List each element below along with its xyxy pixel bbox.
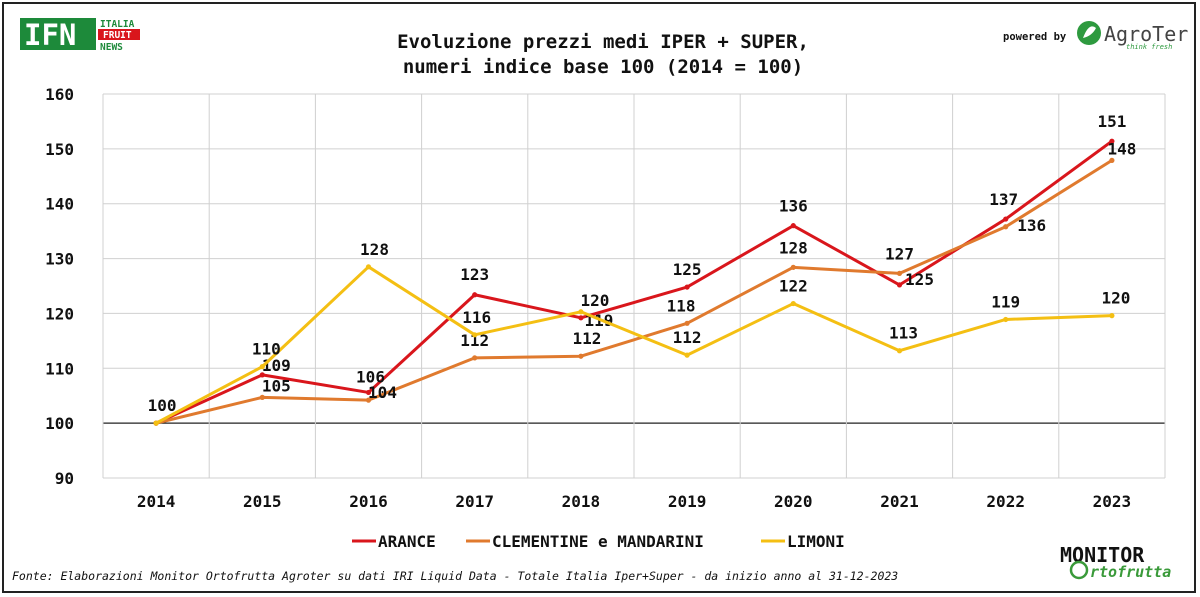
data-label-clementine-e-mandarini: 112 <box>572 329 601 348</box>
chart-subtitle: numeri indice base 100 (2014 = 100) <box>403 56 803 78</box>
data-label-arance: 136 <box>779 197 808 216</box>
data-point-clementine-e-mandarini <box>259 394 265 400</box>
series-line-limoni <box>155 265 1112 425</box>
monitor-ortofrutta-logo: MONITOR rtofrutta <box>1060 543 1171 581</box>
x-tick-label: 2018 <box>562 492 601 511</box>
chart-svg: IFN ITALIA FRUIT NEWS Evoluzione prezzi … <box>12 18 1188 583</box>
data-point-arance <box>259 372 265 378</box>
powered-by-text: powered by <box>1003 31 1067 43</box>
data-label-arance: 151 <box>1097 112 1126 131</box>
data-point-limoni <box>153 420 159 426</box>
data-label-arance: 109 <box>262 356 291 375</box>
data-point-clementine-e-mandarini <box>578 353 584 359</box>
data-point-limoni <box>684 352 690 358</box>
y-tick-label: 100 <box>45 414 74 433</box>
data-label-arance: 125 <box>905 270 934 289</box>
y-tick-label: 130 <box>45 250 74 269</box>
data-label-limoni: 116 <box>462 308 491 327</box>
data-label-clementine-e-mandarini: 128 <box>779 238 808 257</box>
data-label-limoni: 128 <box>360 240 389 259</box>
x-tick-label: 2016 <box>349 492 388 511</box>
data-label-limoni: 100 <box>148 396 177 415</box>
data-label-clementine-e-mandarini: 105 <box>262 376 291 395</box>
series-line-clementine-e-mandarini <box>155 159 1113 425</box>
data-point-arance <box>472 292 478 298</box>
ifn-logo: IFN ITALIA FRUIT NEWS <box>20 18 140 53</box>
agroter-tagline: think fresh <box>1126 43 1172 51</box>
ifn-logo-text: IFN <box>24 18 76 52</box>
magnifier-icon <box>1069 560 1089 580</box>
data-label-arance: 123 <box>460 265 489 284</box>
data-point-clementine-e-mandarini <box>472 355 478 361</box>
series-line-arance <box>155 139 1113 425</box>
data-label-arance: 106 <box>356 367 385 386</box>
data-point-arance <box>790 223 796 229</box>
x-tick-label: 2021 <box>880 492 919 511</box>
ifn-logo-italia: ITALIA <box>100 19 135 30</box>
x-tick-label: 2019 <box>668 492 707 511</box>
data-label-arance: 125 <box>673 260 702 279</box>
data-label-clementine-e-mandarini: 118 <box>667 296 696 315</box>
data-point-limoni <box>1003 316 1009 323</box>
data-point-arance <box>1003 216 1009 222</box>
y-tick-label: 110 <box>45 359 74 378</box>
plot-area: 90 100 110 120 130 140 150 160 2014 2015 2016 2017 2… <box>45 85 1166 511</box>
data-point-limoni <box>365 264 372 270</box>
data-point-limoni <box>259 364 265 370</box>
data-point-clementine-e-mandarini <box>684 320 690 326</box>
y-tick-label: 90 <box>55 469 74 488</box>
data-label-clementine-e-mandarini: 104 <box>368 383 397 402</box>
data-point-limoni <box>896 348 903 354</box>
chart-title: Evoluzione prezzi medi IPER + SUPER, <box>397 31 809 53</box>
y-tick-label: 160 <box>45 85 74 104</box>
x-tick-label: 2015 <box>243 492 282 511</box>
data-label-limoni: 119 <box>991 292 1020 311</box>
data-point-clementine-e-mandarini <box>790 264 796 270</box>
x-tick-label: 2022 <box>986 492 1025 511</box>
x-tick-label: 2020 <box>774 492 813 511</box>
data-point-limoni <box>1109 313 1115 319</box>
data-point-limoni <box>578 309 584 315</box>
data-label-clementine-e-mandarini: 136 <box>1017 216 1046 235</box>
data-label-clementine-e-mandarini: 112 <box>460 331 489 350</box>
data-label-clementine-e-mandarini: 148 <box>1107 139 1136 158</box>
data-point-clementine-e-mandarini <box>896 270 903 276</box>
x-tick-label: 2023 <box>1093 492 1132 511</box>
data-point-arance <box>578 315 584 321</box>
y-tick-label: 120 <box>45 304 74 323</box>
chart-legend: ARANCE CLEMENTINE e MANDARINI LIMONI <box>352 532 845 551</box>
legend-label-limoni: LIMONI <box>787 532 845 551</box>
data-point-arance <box>684 284 690 290</box>
data-point-limoni <box>472 332 478 338</box>
data-point-clementine-e-mandarini <box>365 397 372 403</box>
data-point-clementine-e-mandarini <box>1003 224 1009 230</box>
data-point-limoni <box>790 300 796 307</box>
data-point-arance <box>896 282 903 288</box>
data-label-limoni: 113 <box>889 324 918 343</box>
data-point-clementine-e-mandarini <box>1109 157 1115 163</box>
data-label-arance: 137 <box>989 190 1018 209</box>
data-label-limoni: 120 <box>580 291 609 310</box>
ortofrutta-logo-text: rtofrutta <box>1090 563 1171 581</box>
agroter-logo: powered by AgroTer think fresh <box>1003 21 1188 51</box>
ifn-logo-fruit: FRUIT <box>103 30 132 41</box>
y-tick-label: 150 <box>45 140 74 159</box>
data-label-limoni: 122 <box>779 277 808 296</box>
ifn-logo-news: NEWS <box>100 42 123 53</box>
agroter-name: AgroTer <box>1104 22 1188 46</box>
x-tick-label: 2017 <box>455 492 494 511</box>
source-note: Fonte: Elaborazioni Monitor Ortofrutta A… <box>12 569 898 583</box>
data-point-arance <box>365 389 372 396</box>
x-tick-label: 2014 <box>137 492 176 511</box>
data-label-limoni: 112 <box>673 328 702 347</box>
data-label-limoni: 120 <box>1101 289 1130 308</box>
data-label-limoni: 110 <box>252 340 281 359</box>
legend-label-clementine-e-mandarini: CLEMENTINE e MANDARINI <box>492 532 704 551</box>
data-point-arance <box>1109 138 1115 144</box>
legend-label-arance: ARANCE <box>378 532 436 551</box>
y-tick-label: 140 <box>45 195 74 214</box>
data-label-clementine-e-mandarini: 127 <box>885 244 914 263</box>
